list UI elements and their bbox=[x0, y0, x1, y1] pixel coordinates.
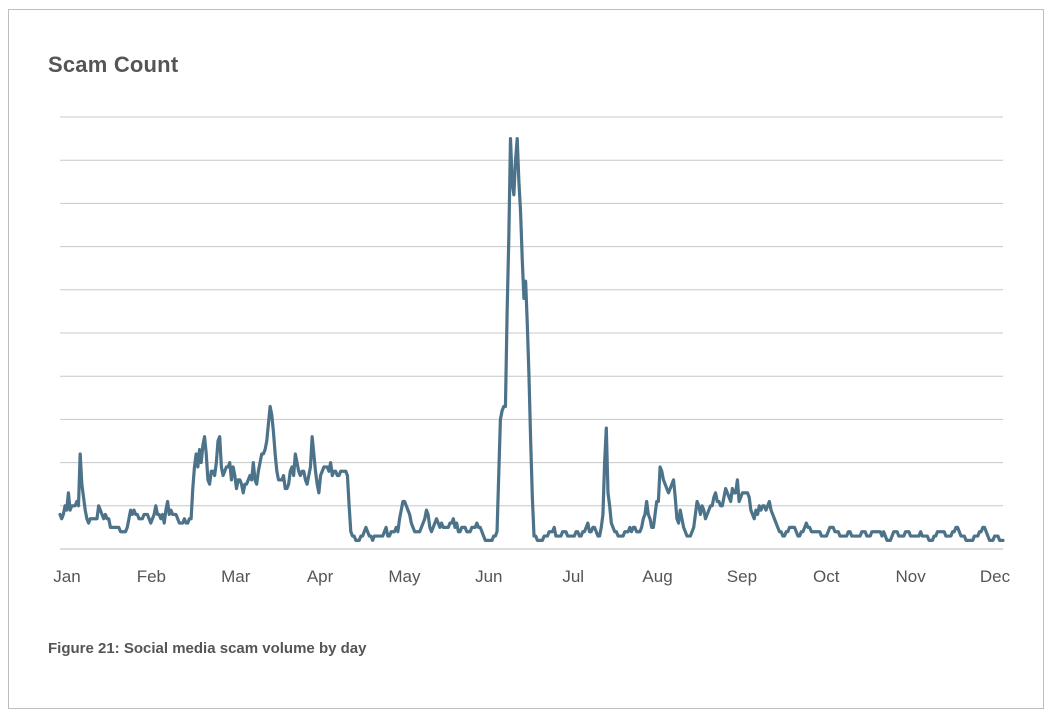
series-line bbox=[58, 137, 1005, 542]
x-tick-label: Jan bbox=[53, 567, 80, 586]
x-tick-label: Aug bbox=[642, 567, 672, 586]
x-tick-label: Dec bbox=[980, 567, 1011, 586]
x-tick-label: Feb bbox=[137, 567, 166, 586]
x-tick-label: Nov bbox=[896, 567, 927, 586]
line-chart: Jan Feb Mar Apr May Jun Jul Aug Sep Oct Nov Dec bbox=[53, 116, 1011, 586]
series-layer bbox=[58, 137, 1005, 542]
x-axis-ticks: Jan Feb Mar Apr May Jun Jul Aug Sep Oct Nov Dec bbox=[53, 567, 1010, 586]
x-tick-label: Mar bbox=[221, 567, 251, 586]
gridlines bbox=[60, 116, 1003, 550]
chart-frame bbox=[8, 9, 1044, 709]
chart-title: Scam Count bbox=[48, 52, 179, 77]
x-tick-label: Oct bbox=[813, 567, 840, 586]
figure-caption: Figure 21: Social media scam volume by d… bbox=[48, 640, 367, 657]
x-tick-label: May bbox=[388, 567, 421, 586]
x-tick-label: Jun bbox=[475, 567, 502, 586]
x-tick-label: Sep bbox=[727, 567, 757, 586]
x-tick-label: Jul bbox=[562, 567, 584, 586]
x-tick-label: Apr bbox=[307, 567, 334, 586]
